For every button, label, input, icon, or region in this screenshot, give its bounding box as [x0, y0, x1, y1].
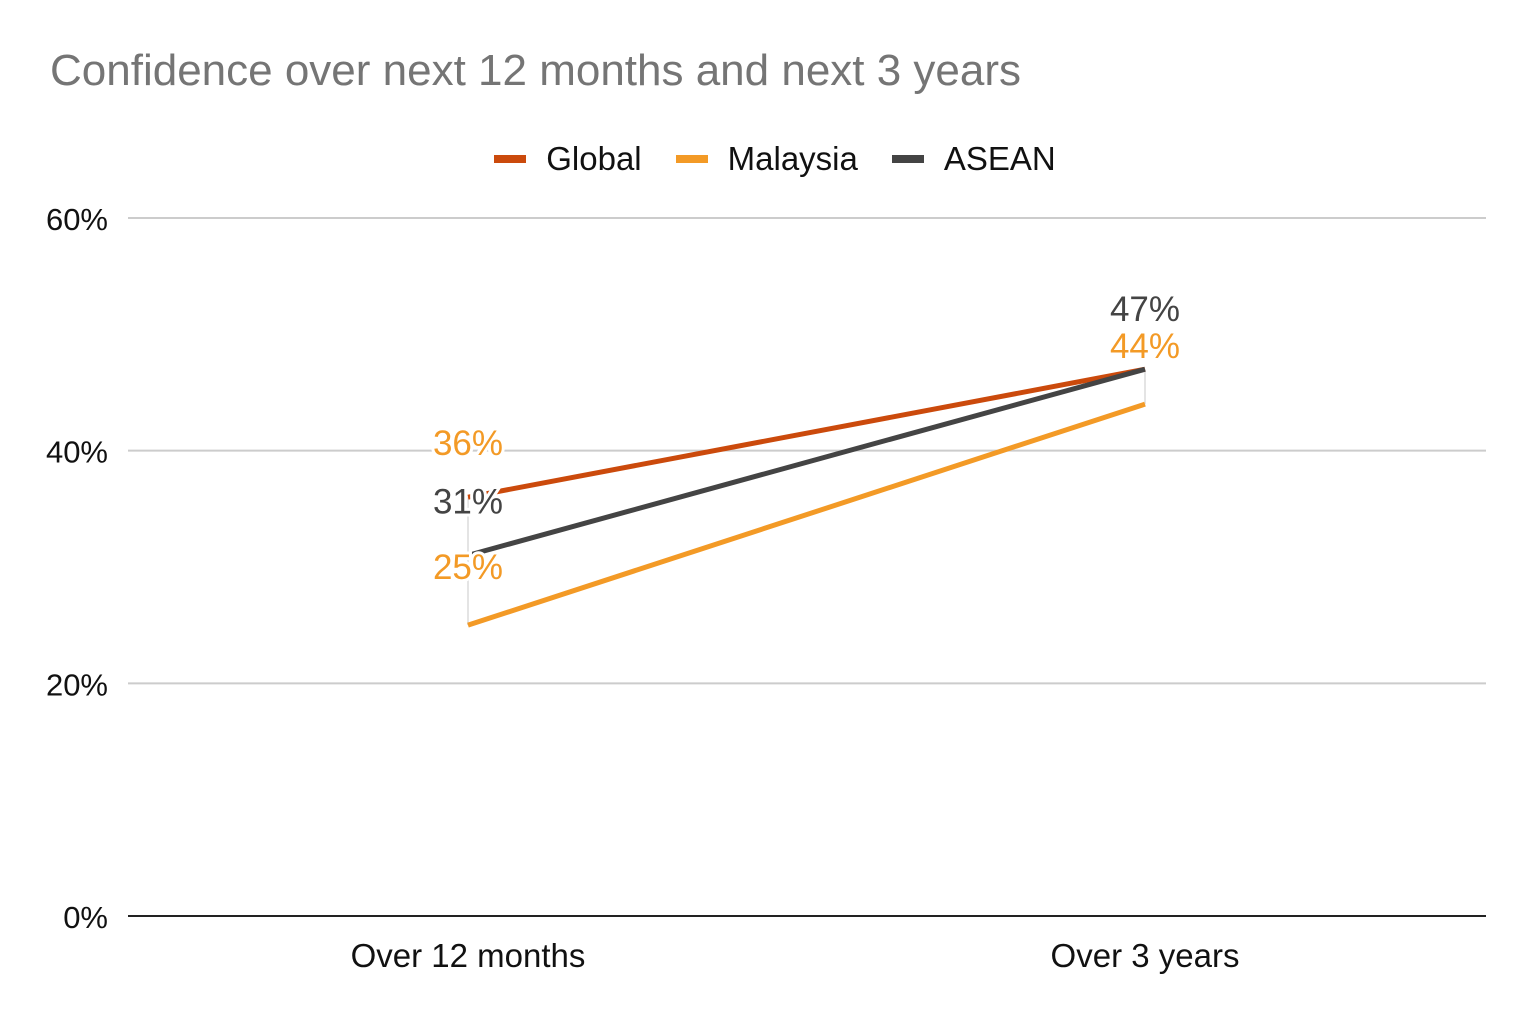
legend-swatch-malaysia: [675, 155, 708, 163]
legend-item-asean: ASEAN: [891, 140, 1056, 178]
data-label-malaysia-0: 25%: [433, 548, 503, 587]
y-tick-label-3: 60%: [46, 202, 108, 237]
legend-swatch-asean: [891, 155, 924, 163]
data-label-extra-0: 36%: [433, 424, 503, 463]
y-tick-label-1: 20%: [46, 667, 108, 702]
legend: Global Malaysia ASEAN: [0, 140, 1536, 178]
y-tick-label-2: 40%: [46, 435, 108, 470]
series-line-asean: [467, 366, 1146, 558]
data-label-asean-1: 47%: [1110, 290, 1180, 329]
chart-title: Confidence over next 12 months and next …: [50, 46, 1022, 95]
x-tick-label-0: Over 12 months: [351, 937, 586, 974]
legend-swatch-global: [494, 155, 527, 163]
series-line-global: [467, 366, 1146, 500]
legend-item-malaysia: Malaysia: [675, 140, 858, 178]
legend-label-malaysia: Malaysia: [727, 140, 858, 177]
data-label-asean-0: 31%: [433, 482, 503, 521]
y-tick-label-0: 0%: [63, 900, 108, 935]
legend-label-global: Global: [546, 140, 642, 177]
legend-label-asean: ASEAN: [943, 140, 1056, 177]
series-line-malaysia: [467, 401, 1146, 628]
legend-item-global: Global: [494, 140, 642, 178]
x-tick-label-1: Over 3 years: [1051, 937, 1240, 974]
data-label-malaysia-1: 44%: [1110, 327, 1180, 366]
